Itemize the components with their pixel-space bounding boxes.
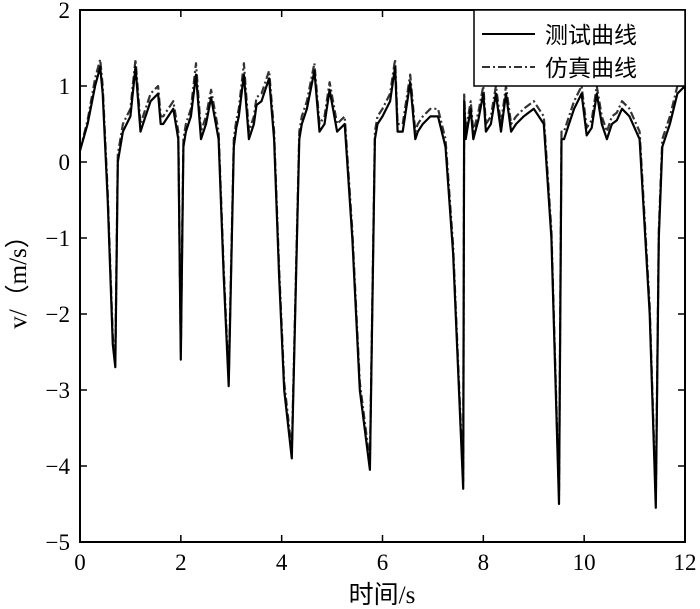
legend-box	[473, 9, 686, 87]
y-tick-label: −2	[46, 302, 70, 327]
x-tick-label: 4	[276, 550, 288, 575]
y-tick-label: 0	[59, 150, 71, 175]
y-tick-label: −3	[46, 378, 70, 403]
series-line-measured	[78, 65, 686, 509]
series-line-simulated	[78, 58, 686, 502]
y-tick-label: −5	[46, 530, 70, 555]
x-tick-label: 10	[573, 550, 596, 575]
legend: 测试曲线 仿真曲线	[473, 9, 686, 87]
x-tick-label: 6	[377, 550, 389, 575]
y-axis-title: v/（m/s）	[4, 223, 32, 329]
x-tick-label: 8	[478, 550, 490, 575]
x-axis-title: 时间/s	[349, 581, 416, 609]
x-tick-label: 0	[74, 550, 86, 575]
y-tick-label: 1	[59, 74, 71, 99]
plot-frame	[79, 9, 686, 543]
y-tick-label: −4	[46, 454, 71, 479]
x-tick-label: 2	[175, 550, 187, 575]
legend-label-simulated: 仿真曲线	[545, 56, 637, 81]
series-layer	[78, 58, 686, 509]
legend-label-measured: 测试曲线	[545, 23, 637, 48]
y-tick-label: 2	[59, 0, 71, 23]
y-tick-label: −1	[46, 226, 70, 251]
x-tick-label: 12	[674, 550, 697, 575]
